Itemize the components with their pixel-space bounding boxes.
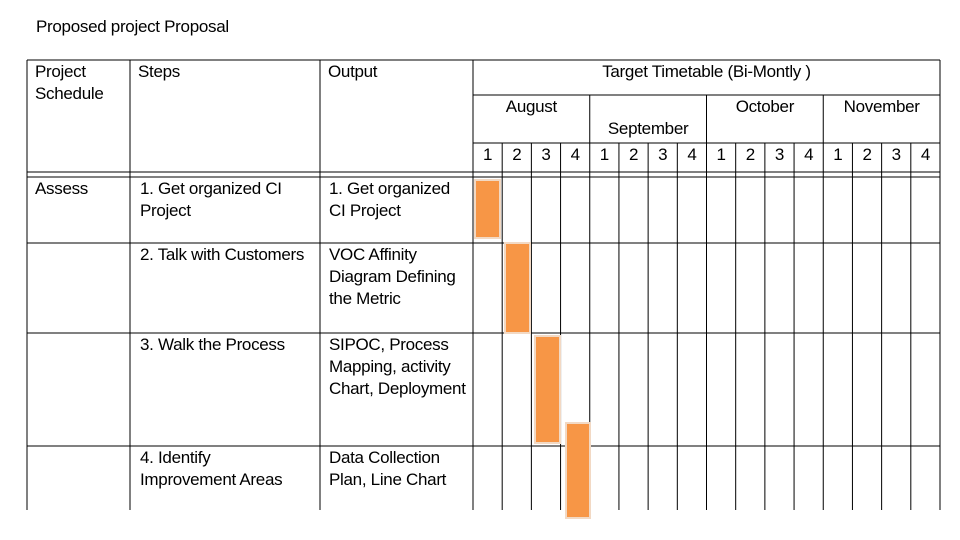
month-label: October — [735, 97, 795, 116]
phase-cell: Assess — [35, 179, 88, 198]
week-label: 1 — [483, 145, 493, 164]
schedule-bar — [565, 422, 591, 519]
output-cell: 1. Get organized CI Project — [329, 179, 450, 220]
column-header: Project Schedule — [35, 62, 104, 103]
week-label: 3 — [774, 145, 785, 164]
week-label: 3 — [891, 145, 901, 164]
week-label: 4 — [570, 145, 580, 164]
week-label: 1 — [716, 145, 726, 164]
timetable-header: Target Timetable (Bi-Montly ) — [602, 62, 811, 81]
column-header: Output — [328, 62, 378, 81]
column-header: Steps — [138, 62, 180, 81]
week-label: 4 — [804, 145, 814, 164]
week-label: 2 — [862, 145, 872, 164]
week-label: 1 — [599, 145, 609, 164]
schedule-bar — [534, 335, 561, 444]
week-label: 4 — [920, 145, 930, 164]
week-label: 3 — [541, 145, 551, 164]
week-label: 1 — [833, 145, 843, 164]
month-label: November — [843, 97, 920, 116]
page-title: Proposed project Proposal — [36, 17, 229, 36]
week-label: 2 — [628, 145, 639, 164]
schedule-bar — [474, 179, 501, 239]
month-label: September — [607, 119, 689, 138]
output-cell: VOC Affinity Diagram Defining the Metric — [329, 245, 456, 308]
week-label: 2 — [512, 145, 522, 164]
output-cell: SIPOC, Process Mapping, activity Chart, … — [329, 335, 466, 398]
week-label: 4 — [687, 145, 697, 164]
step-cell: 3. Walk the Process — [140, 335, 285, 354]
schedule-bar — [504, 242, 531, 334]
month-label: August — [505, 97, 557, 116]
week-label: 3 — [658, 145, 668, 164]
output-cell: Data Collection Plan, Line Chart — [329, 448, 447, 489]
step-cell: 1. Get organized CI Project — [140, 179, 282, 220]
step-cell: 2. Talk with Customers — [140, 245, 305, 264]
week-label: 2 — [745, 145, 755, 164]
step-cell: 4. Identify Improvement Areas — [140, 448, 283, 489]
